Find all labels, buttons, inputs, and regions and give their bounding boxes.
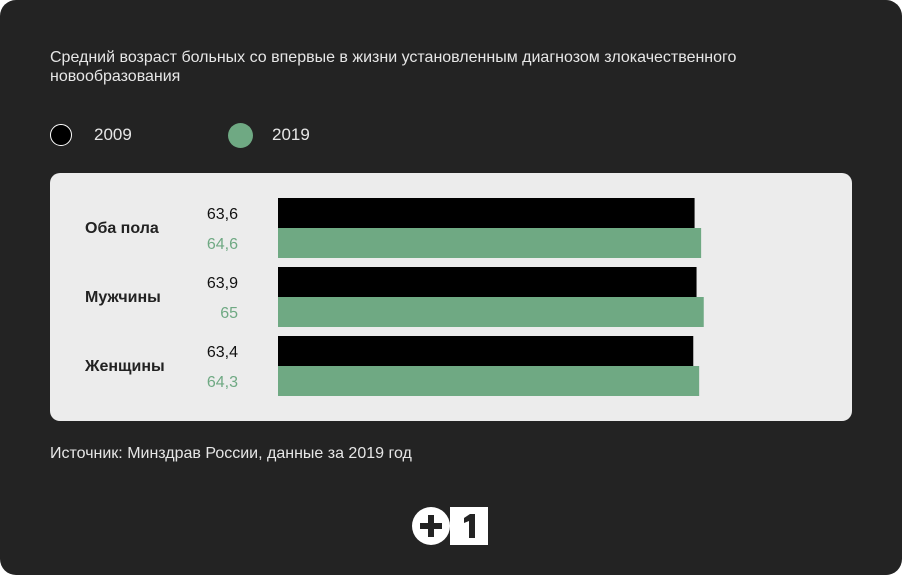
legend-swatch-2009: [50, 124, 72, 146]
value-label-2019-3: 64,3: [207, 374, 238, 391]
value-label-2019-2: 65: [220, 305, 238, 322]
bar-2009-1: [278, 198, 695, 228]
legend-label-2019: 2019: [272, 125, 310, 144]
bar-2019-1: [278, 228, 702, 258]
category-label-3: Женщины: [84, 358, 165, 375]
value-label-2009-3: 63,4: [207, 344, 238, 361]
legend-label-2009: 2009: [94, 125, 132, 144]
category-label-1: Оба пола: [85, 220, 159, 237]
legend-item-2009: 2009: [50, 122, 132, 148]
bar-2009-2: [278, 267, 697, 297]
bar-2009-3: [278, 336, 694, 366]
bar-2019-3: [278, 366, 700, 396]
bar-chart: Оба пола 63,6 64,6 Мужчины 63,9 65 Женщины 63,4…: [84, 198, 704, 396]
value-label-2009-2: 63,9: [207, 275, 238, 292]
legend-swatch-2019: [228, 122, 253, 148]
chart-title: Средний возраст больных со впервые в жиз…: [50, 49, 737, 85]
source-note: Источник: Минздрав России, данные за 201…: [50, 445, 412, 462]
value-label-2009-1: 63,6: [207, 206, 238, 223]
legend-item-2019: 2019: [228, 122, 310, 148]
value-label-2019-1: 64,6: [207, 236, 238, 253]
chart-panel: Оба пола 63,6 64,6 Мужчины 63,9 65 Женщины 63,4…: [50, 173, 852, 421]
category-label-2: Мужчины: [85, 289, 161, 306]
bar-2019-2: [278, 297, 704, 327]
plus-one-logo: [412, 507, 488, 545]
